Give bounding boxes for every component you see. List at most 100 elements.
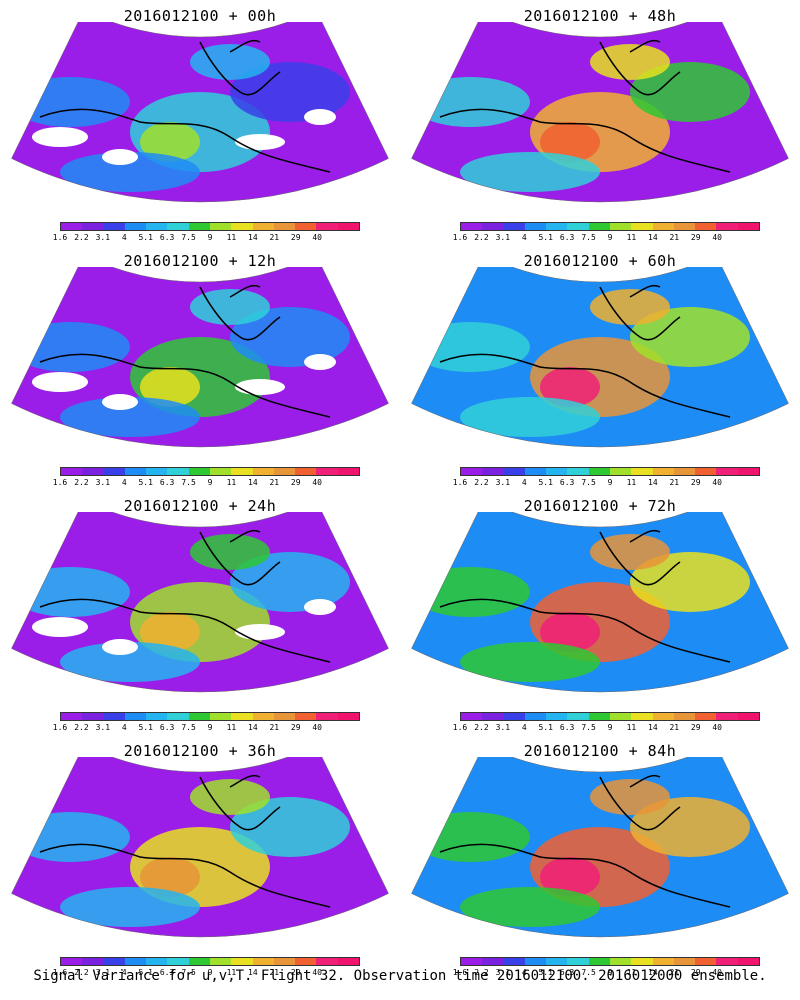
colorbar-tick-label: 29: [290, 233, 301, 242]
map-panel: 2016012100 + 24h 1.6 2.2 3.1 4 5.1 6.3 7.5 9 11 14…: [0, 490, 400, 735]
colorbar-tick-label: 14: [248, 478, 258, 487]
colorbar-tick-label: 14: [248, 723, 258, 732]
colorbar-tick-label: 1.6: [452, 723, 468, 732]
panel-title: 2016012100 + 12h: [123, 252, 277, 270]
colorbar-swatch: [609, 713, 632, 720]
colorbar: [60, 467, 360, 476]
colorbar-swatch: [273, 958, 296, 965]
colorbar-tick-label: 40: [712, 723, 722, 732]
colorbar: [60, 712, 360, 721]
colorbar: [460, 712, 760, 721]
colorbar-swatch: [673, 468, 696, 475]
colorbar-swatch: [716, 468, 738, 475]
colorbar-swatch: [503, 958, 525, 965]
colorbar-tick-label: 3.1: [495, 233, 511, 242]
colorbar-tick-label: 3.1: [95, 233, 111, 242]
colorbar-tick-label: 29: [690, 478, 701, 487]
colorbar-tick-label: 9: [607, 233, 613, 242]
colorbar-swatch: [652, 958, 674, 965]
colorbar-swatch: [231, 713, 253, 720]
colorbar-tick-label: 9: [207, 478, 213, 487]
colorbar-tick-label: 6.3: [559, 233, 575, 242]
colorbar-swatch: [546, 468, 568, 475]
colorbar-swatch: [631, 223, 653, 230]
colorbar-swatch: [716, 713, 738, 720]
colorbar-swatch: [146, 468, 168, 475]
colorbar-tick-label: 5.1: [538, 478, 553, 487]
colorbar-tick-label: 6.3: [159, 723, 175, 732]
colorbar-tick-label: 4: [521, 478, 527, 487]
colorbar-tick-label: 4: [521, 723, 527, 732]
colorbar-tick-label: 2.2: [474, 723, 489, 732]
colorbar-tick-label: 9: [607, 478, 613, 487]
colorbar-tick-label: 14: [648, 968, 658, 977]
panel-title: 2016012100 + 00h: [123, 7, 277, 25]
colorbar-swatch: [567, 223, 589, 230]
colorbar-tick-label: 11: [226, 723, 237, 732]
colorbar-swatch: [461, 713, 483, 720]
colorbar-tick-label: 14: [248, 233, 258, 242]
colorbar-tick-label: 11: [626, 478, 637, 487]
colorbar-tick-label: 1.6: [52, 968, 68, 977]
colorbar-swatch: [546, 223, 568, 230]
colorbar-ticks: 1.6 2.2 3.1 4 5.1 6.3 7.5 9 11 14 21 29 40: [453, 723, 760, 733]
colorbar-swatch: [673, 958, 696, 965]
colorbar-swatch: [524, 958, 547, 965]
colorbar-swatch: [146, 713, 168, 720]
colorbar-swatch: [716, 958, 738, 965]
colorbar-tick-label: 29: [290, 478, 301, 487]
colorbar-tick-label: 29: [690, 233, 701, 242]
colorbar-swatch: [103, 468, 125, 475]
colorbar-tick-label: 21: [269, 968, 280, 977]
colorbar-swatch: [588, 713, 610, 720]
colorbar-ticks: 1.6 2.2 3.1 4 5.1 6.3 7.5 9 11 14 21 29 40: [53, 968, 360, 978]
colorbar-ticks: 1.6 2.2 3.1 4 5.1 6.3 7.5 9 11 14 21 29 40: [453, 968, 760, 978]
colorbar-tick-label: 40: [712, 478, 722, 487]
colorbar-swatch: [209, 223, 232, 230]
colorbar-swatch: [167, 223, 189, 230]
colorbar-swatch: [503, 223, 525, 230]
colorbar-swatch: [482, 958, 504, 965]
colorbar-swatch: [337, 468, 359, 475]
colorbar-swatch: [188, 713, 210, 720]
colorbar-swatch: [695, 958, 717, 965]
colorbar-tick-label: 5.1: [538, 233, 553, 242]
polar-map: [11, 22, 389, 203]
colorbar-swatch: [461, 468, 483, 475]
colorbar-tick-label: 2.2: [474, 233, 489, 242]
colorbar-tick-label: 4: [521, 968, 527, 977]
colorbar-swatch: [631, 958, 653, 965]
colorbar-swatch: [546, 958, 568, 965]
colorbar-swatch: [82, 468, 104, 475]
polar-map: [411, 22, 789, 203]
colorbar-swatch: [146, 223, 168, 230]
colorbar-swatch: [231, 958, 253, 965]
colorbar-tick-label: 40: [312, 723, 322, 732]
colorbar-swatch: [103, 223, 125, 230]
colorbar-swatch: [631, 713, 653, 720]
colorbar-swatch: [609, 468, 632, 475]
colorbar-tick-label: 7.5: [581, 723, 596, 732]
colorbar-swatch: [124, 468, 147, 475]
colorbar-tick-label: 40: [312, 233, 322, 242]
map-panel: 2016012100 + 36h 1.6 2.2 3.1 4 5.1 6.3 7.5 9 11 14…: [0, 735, 400, 980]
colorbar-ticks: 1.6 2.2 3.1 4 5.1 6.3 7.5 9 11 14 21 29 40: [53, 723, 360, 733]
colorbar-tick-label: 4: [121, 478, 127, 487]
colorbar-tick-label: 14: [248, 968, 258, 977]
colorbar-swatch: [652, 223, 674, 230]
colorbar-tick-label: 5.1: [138, 478, 153, 487]
colorbar-ticks: 1.6 2.2 3.1 4 5.1 6.3 7.5 9 11 14 21 29 40: [53, 478, 360, 488]
colorbar-tick-label: 3.1: [495, 723, 511, 732]
colorbar-swatch: [316, 713, 338, 720]
colorbar-swatch: [167, 468, 189, 475]
colorbar-swatch: [737, 958, 759, 965]
colorbar-ticks: 1.6 2.2 3.1 4 5.1 6.3 7.5 9 11 14 21 29 40: [453, 478, 760, 488]
colorbar-tick-label: 14: [648, 233, 658, 242]
colorbar-tick-label: 9: [607, 723, 613, 732]
colorbar-tick-label: 2.2: [74, 478, 89, 487]
panel-title: 2016012100 + 72h: [523, 497, 677, 515]
colorbar-tick-label: 3.1: [495, 478, 511, 487]
colorbar: [460, 957, 760, 966]
colorbar-tick-label: 3.1: [95, 478, 111, 487]
colorbar-swatch: [546, 713, 568, 720]
